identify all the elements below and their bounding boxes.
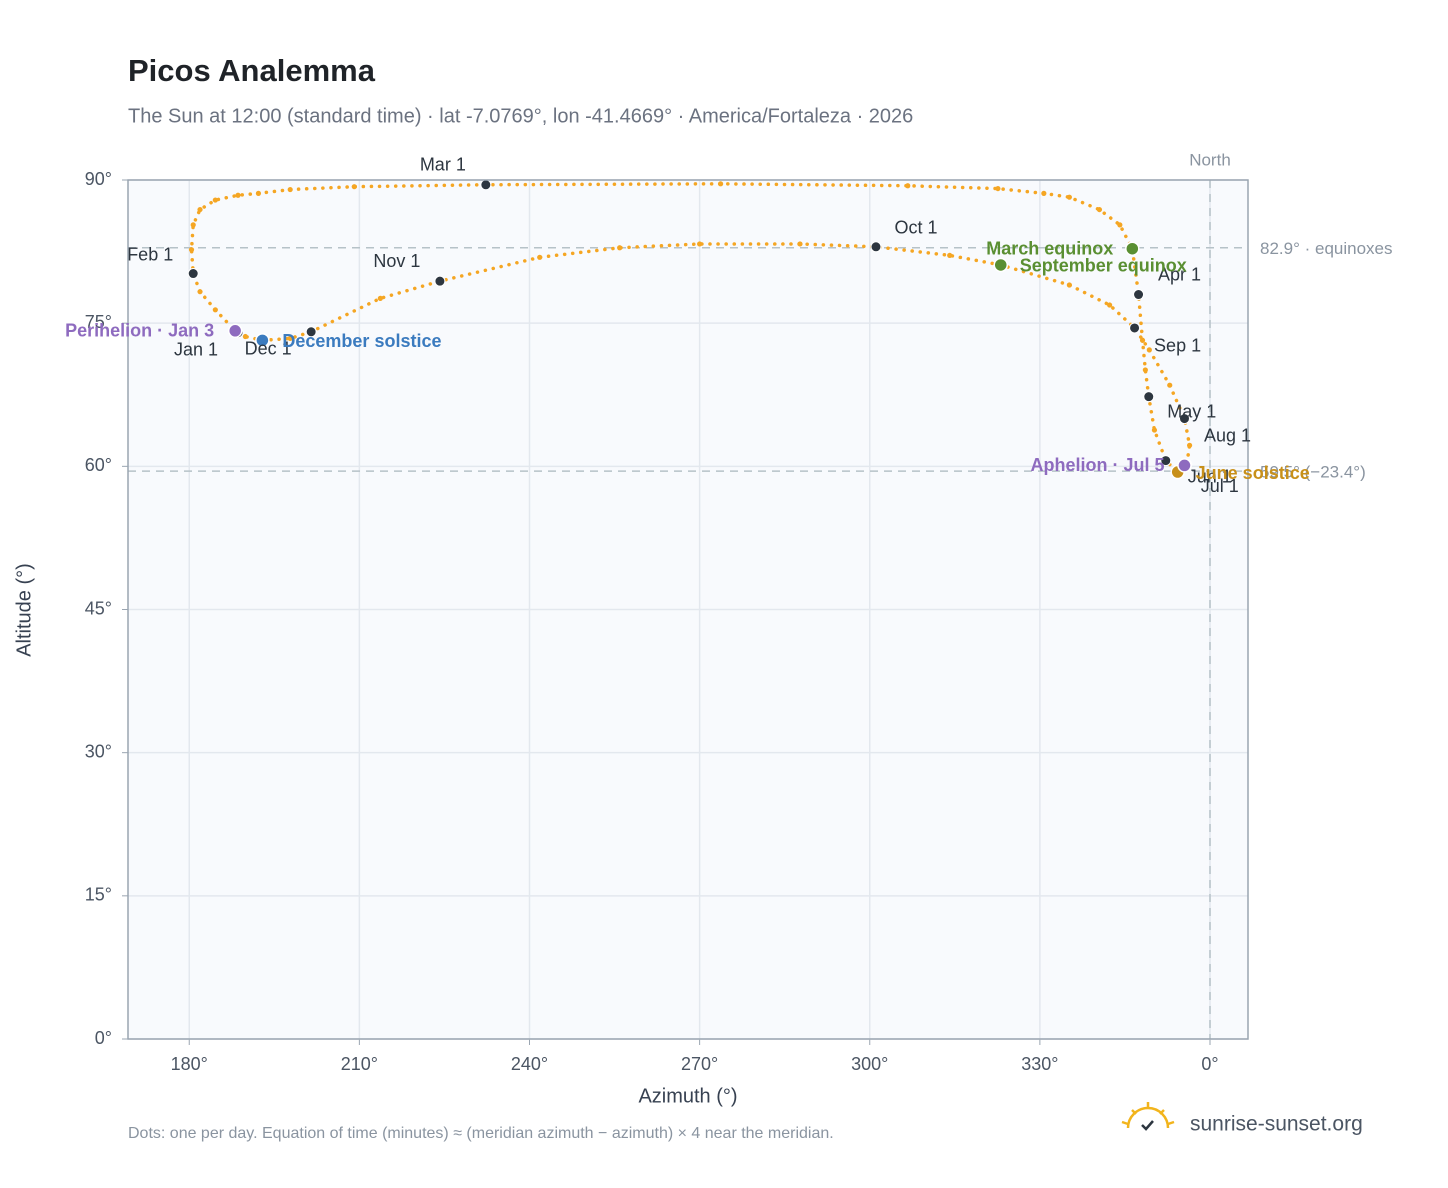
day-dot <box>995 185 1001 192</box>
day-dot <box>1151 427 1158 433</box>
x-tick-label: 210° <box>341 1054 378 1074</box>
day-dot <box>287 186 293 193</box>
y-tick-label: 60° <box>85 455 112 475</box>
day-dot <box>697 241 703 247</box>
event-marker <box>993 257 1008 273</box>
footnote: Dots: one per day. Equation of time (min… <box>128 1125 834 1142</box>
day-dot <box>188 247 195 253</box>
month-label: Oct 1 <box>894 218 937 238</box>
month-marker <box>434 275 446 287</box>
brand: sunrise-sunset.org <box>1190 1113 1363 1136</box>
event-marker <box>255 333 270 348</box>
day-dot <box>905 183 911 189</box>
day-dot <box>197 206 203 213</box>
day-dot <box>351 184 357 190</box>
x-axis-title: Azimuth (°) <box>638 1085 737 1107</box>
month-label: Jan 1 <box>174 339 218 359</box>
day-dot <box>537 254 543 260</box>
day-dot <box>212 307 218 313</box>
month-marker <box>1143 391 1155 403</box>
month-marker <box>480 179 492 191</box>
x-tick-label: 270° <box>681 1054 718 1074</box>
month-label: Feb 1 <box>127 244 173 264</box>
day-dot <box>1117 222 1123 228</box>
day-dot <box>1146 347 1152 353</box>
month-marker <box>1133 289 1145 301</box>
y-tick-label: 0° <box>95 1028 112 1048</box>
day-dot <box>1107 302 1113 308</box>
day-dot <box>255 190 262 196</box>
day-dot <box>1142 367 1148 373</box>
event-label: Perihelion · Jan 3 <box>65 321 214 341</box>
event-marker <box>227 323 243 339</box>
chart-subtitle: The Sun at 12:00 (standard time) · lat -… <box>128 105 913 127</box>
x-tick-label: 180° <box>171 1054 208 1074</box>
event-marker <box>1177 458 1192 473</box>
day-dot <box>1096 206 1103 213</box>
month-label: May 1 <box>1167 401 1216 421</box>
day-dot <box>212 197 218 203</box>
y-tick-label: 75° <box>85 312 112 332</box>
event-label: June solstice <box>1196 463 1310 483</box>
month-label: Aug 1 <box>1204 425 1251 445</box>
x-tick-label: 300° <box>851 1054 888 1074</box>
day-dot <box>1066 282 1072 288</box>
day-dot <box>1167 382 1173 388</box>
day-dot <box>1186 442 1193 448</box>
month-marker <box>1178 413 1190 425</box>
day-dot <box>190 222 196 228</box>
day-dot <box>1066 194 1072 200</box>
day-dot <box>797 241 803 247</box>
month-marker <box>1160 455 1172 467</box>
logo-icon <box>1121 1102 1175 1131</box>
x-tick-label: 0° <box>1201 1054 1218 1074</box>
y-axis-title: Altitude (°) <box>13 563 35 657</box>
day-dot <box>197 289 203 295</box>
month-label: Jun 1 <box>1188 466 1232 486</box>
day-dot <box>718 181 724 187</box>
day-dot <box>947 252 953 259</box>
month-marker <box>305 326 317 338</box>
x-tick-label: 240° <box>511 1054 548 1074</box>
month-label: Mar 1 <box>420 155 466 175</box>
x-tick-label: 330° <box>1021 1054 1058 1074</box>
month-label: Sep 1 <box>1154 336 1201 356</box>
month-marker <box>870 241 882 253</box>
meridian-label: North <box>1189 150 1231 169</box>
event-label: March equinox <box>986 238 1113 258</box>
day-dot <box>235 192 241 198</box>
event-marker <box>1125 241 1140 256</box>
day-dot <box>287 335 293 342</box>
event-label: September equinox <box>1020 256 1187 276</box>
day-dot <box>617 245 623 251</box>
month-label: Nov 1 <box>373 251 420 271</box>
month-label: Apr 1 <box>1158 264 1201 284</box>
y-tick-label: 90° <box>85 169 112 189</box>
day-dot <box>377 295 383 301</box>
reference-label: 82.9° · equinoxes <box>1260 239 1393 258</box>
month-marker <box>1129 322 1141 334</box>
y-tick-label: 45° <box>85 598 112 618</box>
month-label: Jul 1 <box>1201 476 1239 496</box>
month-marker <box>187 268 199 280</box>
y-tick-label: 30° <box>85 741 112 761</box>
marks <box>187 179 1193 480</box>
reference-label: 59.5° (−23.4°) <box>1260 463 1366 482</box>
day-dot <box>242 333 248 340</box>
event-label: Aphelion · Jul 5 <box>1030 455 1164 475</box>
month-label: Dec 1 <box>245 339 292 359</box>
y-tick-label: 15° <box>85 885 112 905</box>
event-label: December solstice <box>282 331 441 351</box>
plot-border <box>127 179 1249 1040</box>
day-dot <box>1041 190 1047 196</box>
day-dot <box>1139 337 1146 343</box>
chart-title: Picos Analemma <box>128 53 376 88</box>
